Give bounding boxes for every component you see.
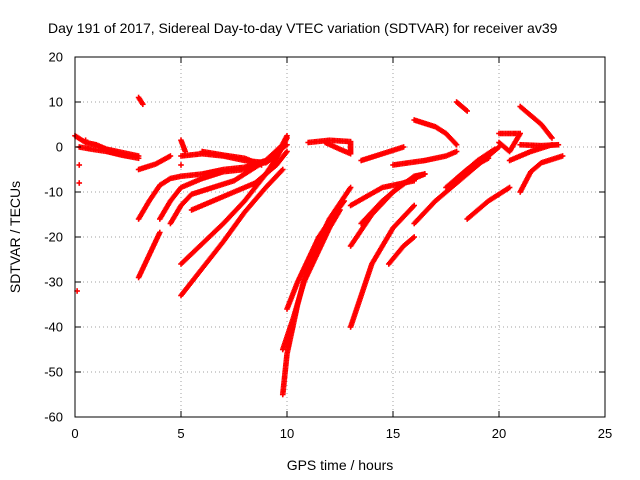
x-tick-label: 25 [598,426,612,441]
data-point [284,132,290,139]
data-points-layer [72,94,566,398]
chart-title: Day 191 of 2017, Sidereal Day-to-day VTE… [48,20,558,36]
data-point [322,139,328,146]
data-point [178,162,184,168]
data-point [167,153,174,159]
data-point [496,139,502,146]
x-tick-label: 20 [492,426,506,441]
x-axis-label: GPS time / hours [287,457,394,473]
data-point [506,184,513,191]
x-tick-label: 15 [386,426,400,441]
y-tick-label: -40 [44,320,63,335]
data-point [453,141,460,148]
data-point [347,184,354,191]
y-tick-label: 20 [49,50,63,65]
ticks-layer: 0 5 10 15 20 25 20 10 0 -10 -20 -30 -40 -50 -60 [44,50,612,442]
data-point [485,155,492,162]
y-tick-label: -30 [44,275,63,290]
data-point [82,137,89,144]
y-tick-label: -10 [44,185,63,200]
data-point [411,202,417,209]
data-point [422,171,428,177]
data-point [411,177,417,184]
data-point [76,162,83,168]
y-tick-label: -50 [44,365,63,380]
data-point [279,166,286,173]
y-tick-label: -60 [44,410,63,425]
data-point [258,162,265,168]
data-point [453,148,460,155]
data-point [182,148,189,155]
data-point [400,144,407,150]
data-point [140,101,146,108]
data-point [549,135,555,141]
data-point [341,198,348,204]
data-point [491,146,498,153]
y-tick-label: 0 [56,140,63,155]
y-tick-label: 10 [49,95,63,110]
data-point [464,108,470,114]
data-point [284,148,290,155]
x-tick-label: 5 [177,426,184,441]
data-point [76,180,83,186]
x-tick-label: 10 [280,426,294,441]
data-point [135,155,142,162]
y-tick-label: -20 [44,230,63,245]
data-point [157,229,163,236]
data-point [555,141,562,148]
y-axis-label: SDTVAR / TECUs [7,181,23,293]
data-point [411,234,417,240]
data-point [559,153,566,159]
x-tick-label: 0 [71,426,78,441]
